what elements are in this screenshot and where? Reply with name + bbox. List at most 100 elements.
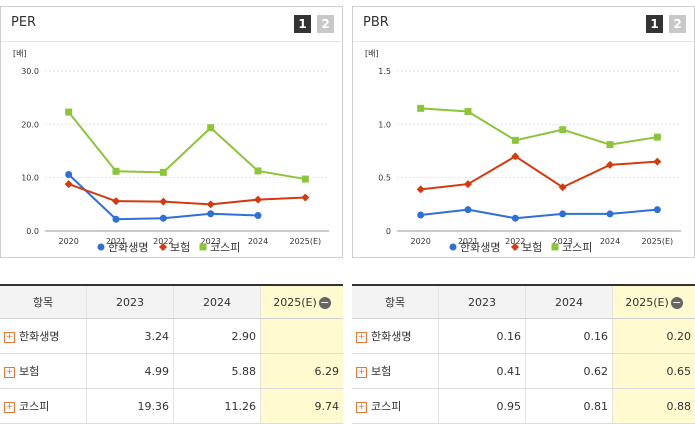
data-point bbox=[207, 200, 215, 208]
legend-label: 한화생명 bbox=[108, 241, 148, 254]
data-point bbox=[559, 126, 566, 133]
series-line bbox=[69, 184, 306, 204]
expand-plus-icon[interactable]: + bbox=[356, 332, 367, 343]
cell-2023: 4.99 bbox=[87, 354, 174, 389]
x-tick-label: 2020 bbox=[410, 237, 430, 246]
pbr-page-1-button[interactable]: 1 bbox=[646, 15, 663, 33]
pbr-header-item: 항목 bbox=[352, 285, 439, 319]
y-tick-label: 1.5 bbox=[378, 67, 391, 76]
pbr-header-2025-label: 2025(E) bbox=[625, 296, 669, 309]
legend-label: 보험 bbox=[170, 241, 190, 254]
cell-2023: 0.95 bbox=[439, 389, 526, 424]
row-name: 코스피 bbox=[371, 400, 401, 413]
pbr-page-2-button[interactable]: 2 bbox=[669, 15, 686, 33]
data-point bbox=[65, 180, 73, 188]
per-page-1-button[interactable]: 1 bbox=[294, 15, 311, 33]
data-point bbox=[606, 161, 614, 169]
per-header-2025: 2025(E)− bbox=[261, 285, 344, 319]
legend-marker bbox=[200, 244, 207, 251]
row-name-cell[interactable]: + 한화생명 bbox=[0, 319, 87, 354]
data-point bbox=[417, 185, 425, 193]
legend-marker bbox=[552, 244, 559, 251]
cell-2025: 0.65 bbox=[613, 354, 695, 389]
minus-circle-icon[interactable]: − bbox=[319, 297, 331, 309]
series-line bbox=[69, 112, 306, 179]
y-tick-label: 0.5 bbox=[378, 174, 391, 183]
cell-2025: 6.29 bbox=[261, 354, 344, 389]
pbr-chart-title: PBR bbox=[363, 15, 389, 30]
x-tick-label: 2025(E) bbox=[290, 237, 322, 246]
minus-circle-icon[interactable]: − bbox=[671, 297, 683, 309]
series-line bbox=[421, 108, 658, 144]
data-point bbox=[65, 109, 72, 116]
series-line bbox=[421, 210, 658, 219]
data-point bbox=[207, 210, 214, 217]
data-point bbox=[607, 141, 614, 148]
y-tick-label: 30.0 bbox=[21, 67, 39, 76]
per-header-2025-label: 2025(E) bbox=[273, 296, 317, 309]
table-row: + 보험 4.99 5.88 6.29 bbox=[0, 354, 343, 389]
cell-2025: 9.74 bbox=[261, 389, 344, 424]
data-point bbox=[654, 206, 661, 213]
y-unit-label: [배] bbox=[13, 49, 27, 58]
pbr-header-2025: 2025(E)− bbox=[613, 285, 695, 319]
row-name: 보험 bbox=[19, 365, 39, 378]
pbr-header-2023: 2023 bbox=[439, 285, 526, 319]
pbr-table: 항목 2023 2024 2025(E)− +한화생명 0.16 0.16 0.… bbox=[352, 284, 695, 424]
row-name-cell[interactable]: +한화생명 bbox=[352, 319, 439, 354]
per-page-2-button[interactable]: 2 bbox=[317, 15, 334, 33]
data-point bbox=[159, 198, 167, 206]
data-point bbox=[112, 197, 120, 205]
x-tick-label: 2024 bbox=[248, 237, 268, 246]
row-name: 보험 bbox=[371, 365, 391, 378]
per-pager: 1 2 bbox=[294, 15, 334, 33]
pbr-pager: 1 2 bbox=[646, 15, 686, 33]
pbr-header-2024: 2024 bbox=[526, 285, 613, 319]
table-row: + 한화생명 3.24 2.90 bbox=[0, 319, 343, 354]
y-tick-label: 10.0 bbox=[21, 174, 39, 183]
row-name-cell[interactable]: + 코스피 bbox=[352, 389, 439, 424]
x-tick-label: 2024 bbox=[600, 237, 620, 246]
expand-plus-icon[interactable]: + bbox=[4, 332, 15, 343]
data-point bbox=[465, 108, 472, 115]
data-point bbox=[607, 210, 614, 217]
y-tick-label: 20.0 bbox=[21, 120, 39, 129]
row-name-cell[interactable]: +코스피 bbox=[0, 389, 87, 424]
legend-label: 한화생명 bbox=[460, 241, 500, 254]
per-chart-title: PER bbox=[11, 15, 36, 30]
data-point bbox=[464, 180, 472, 188]
x-tick-label: 2020 bbox=[58, 237, 78, 246]
expand-plus-icon[interactable]: + bbox=[4, 367, 15, 378]
table-row: +보험 0.41 0.62 0.65 bbox=[352, 354, 695, 389]
data-point bbox=[160, 169, 167, 176]
table-row: +코스피 0.95 0.81 0.88 bbox=[352, 389, 695, 424]
cell-2024: 11.26 bbox=[174, 389, 261, 424]
data-point bbox=[417, 105, 424, 112]
expand-plus-icon[interactable]: + bbox=[356, 367, 367, 378]
expand-plus-icon[interactable]: + bbox=[4, 402, 15, 413]
row-name: 한화생명 bbox=[19, 330, 59, 343]
expand-plus-icon[interactable]: + bbox=[356, 402, 367, 413]
cell-2024: 0.16 bbox=[526, 319, 613, 354]
data-point bbox=[207, 124, 214, 131]
row-name-cell[interactable]: + 보험 bbox=[0, 354, 87, 389]
per-header-item: 항목 bbox=[0, 285, 87, 319]
legend-label: 보험 bbox=[522, 241, 542, 254]
y-tick-label: 0 bbox=[386, 227, 391, 236]
row-name-cell[interactable]: + 보험 bbox=[352, 354, 439, 389]
cell-2024: 2.90 bbox=[174, 319, 261, 354]
cell-2023: 3.24 bbox=[87, 319, 174, 354]
data-point bbox=[465, 206, 472, 213]
cell-2025: 0.88 bbox=[613, 389, 695, 424]
cell-2023: 0.41 bbox=[439, 354, 526, 389]
per-table: 항목 2023 2024 2025(E)− +한화생명 3.24 2.90 +보… bbox=[0, 284, 343, 424]
cell-2024: 5.88 bbox=[174, 354, 261, 389]
data-point bbox=[512, 137, 519, 144]
data-point bbox=[113, 168, 120, 175]
data-point bbox=[417, 212, 424, 219]
